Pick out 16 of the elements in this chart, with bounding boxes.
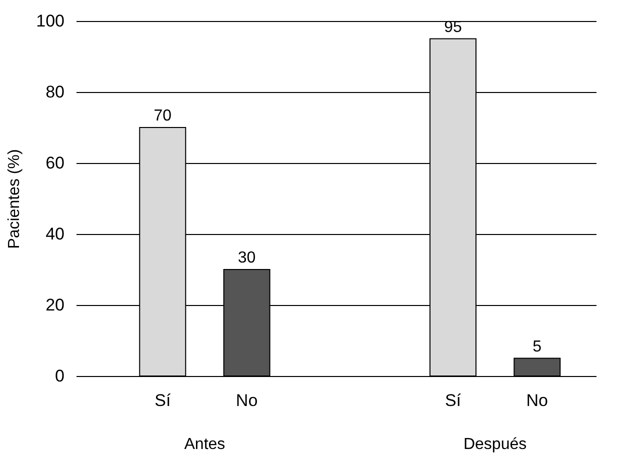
y-tick-label: 20 — [46, 296, 64, 314]
x-tick-label: No — [526, 391, 548, 410]
data-label: 5 — [532, 338, 542, 356]
y-tick-label: 80 — [46, 82, 64, 102]
x-tick-label: No — [236, 391, 258, 410]
y-tick-label: 0 — [55, 366, 64, 386]
text: Antes — [184, 436, 226, 453]
text: Después — [463, 436, 527, 453]
y-tick-label: 40 — [46, 224, 64, 244]
data-label: 70 — [154, 108, 172, 124]
x-tick-label: Sí — [444, 391, 462, 410]
data-label: 30 — [238, 250, 256, 266]
y-tick-label: 100 — [36, 12, 64, 30]
x-tick-label: Sí — [154, 391, 171, 410]
y-tick-label: 60 — [46, 154, 64, 172]
y-axis-title: Pacientes (%) — [6, 149, 24, 249]
